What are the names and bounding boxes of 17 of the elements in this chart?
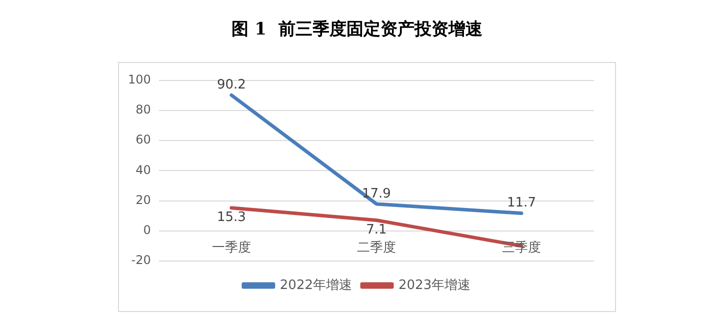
y-tick-label: 80 xyxy=(136,102,151,117)
y-tick-label: 0 xyxy=(143,223,151,238)
y-tick-label: 100 xyxy=(128,72,151,87)
y-tick-label: -20 xyxy=(131,253,151,268)
data-label: 15.3 xyxy=(216,210,246,226)
data-label: 11.7 xyxy=(507,196,536,211)
data-label: 17.9 xyxy=(362,186,391,202)
legend-label: 2022年增速 xyxy=(280,278,352,293)
x-tick-label: 一季度 xyxy=(212,239,251,256)
y-tick-label: 20 xyxy=(136,192,151,207)
y-tick-label: 40 xyxy=(136,162,151,177)
x-tick-label: 二季度 xyxy=(356,239,396,256)
legend-label: 2023年增速 xyxy=(398,278,471,293)
chart-title: 图 1 前三季度固定资产投资增速 xyxy=(232,20,482,40)
y-tick-label: 60 xyxy=(136,132,151,147)
data-label: 7.1 xyxy=(366,222,387,238)
data-label: 90.2 xyxy=(216,78,246,93)
